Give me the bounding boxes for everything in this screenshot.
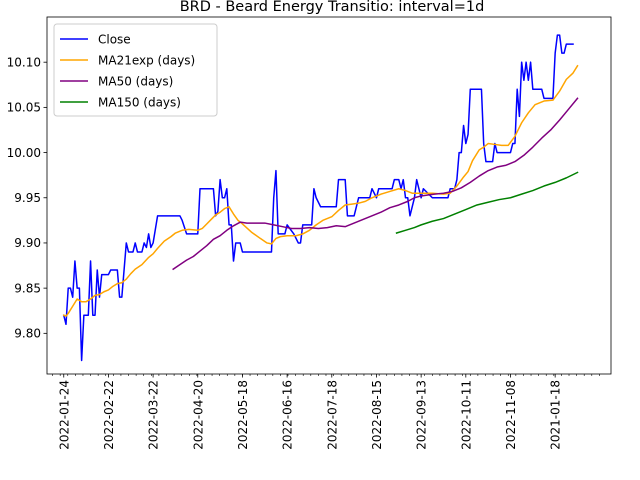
- y-tick-label: 9.80: [14, 327, 41, 341]
- legend-box: [53, 23, 218, 117]
- x-tick-label: 2022-05-18: [236, 380, 250, 450]
- series-layer: [62, 34, 579, 362]
- y-tick-label: 10.05: [7, 101, 41, 115]
- chart-title: BRD - Beard Energy Transitio: interval=1…: [180, 0, 485, 15]
- y-tick-label: 10.10: [7, 55, 41, 69]
- x-tick-label: 2022-06-16: [281, 380, 295, 450]
- legend-label: MA50 (days): [98, 75, 173, 89]
- legend: Close MA21exp (days) MA50 (days) MA150 (day…: [53, 23, 218, 117]
- y-tick-label: 9.95: [14, 191, 41, 205]
- x-tick-label: 2022-04-20: [191, 380, 205, 450]
- y-tick-label: 10.00: [7, 146, 41, 160]
- legend-label: MA150 (days): [98, 96, 181, 110]
- series-line-2: [172, 97, 579, 271]
- series-line-1: [62, 64, 579, 317]
- x-tick-label: 2022-10-11: [459, 380, 473, 450]
- x-tick-label: 2022-08-15: [370, 380, 384, 450]
- axes-frame: [46, 16, 612, 375]
- x-tick-label: 2022-03-22: [147, 380, 161, 450]
- legend-label: MA21exp (days): [98, 54, 195, 68]
- y-tick-label: 9.85: [14, 281, 41, 295]
- legend-label: Close: [98, 33, 131, 47]
- series-line-0: [62, 34, 574, 362]
- series-line-3: [395, 171, 579, 234]
- x-tick-label: 2022-01-24: [57, 380, 71, 450]
- y-tick-label: 9.90: [14, 236, 41, 250]
- x-tick-label: 2022-09-13: [415, 380, 429, 450]
- x-tick-label: 2022-02-22: [102, 380, 116, 450]
- axes-layer: 9.80 9.85 9.90 9.95 10.00 10.05 10.10 2022-01-2…: [7, 16, 612, 450]
- x-tick-label: 2022-11-08: [504, 380, 518, 450]
- x-tick-label: 2021-01-18: [549, 380, 563, 450]
- x-tick-label: 2022-07-18: [325, 380, 339, 450]
